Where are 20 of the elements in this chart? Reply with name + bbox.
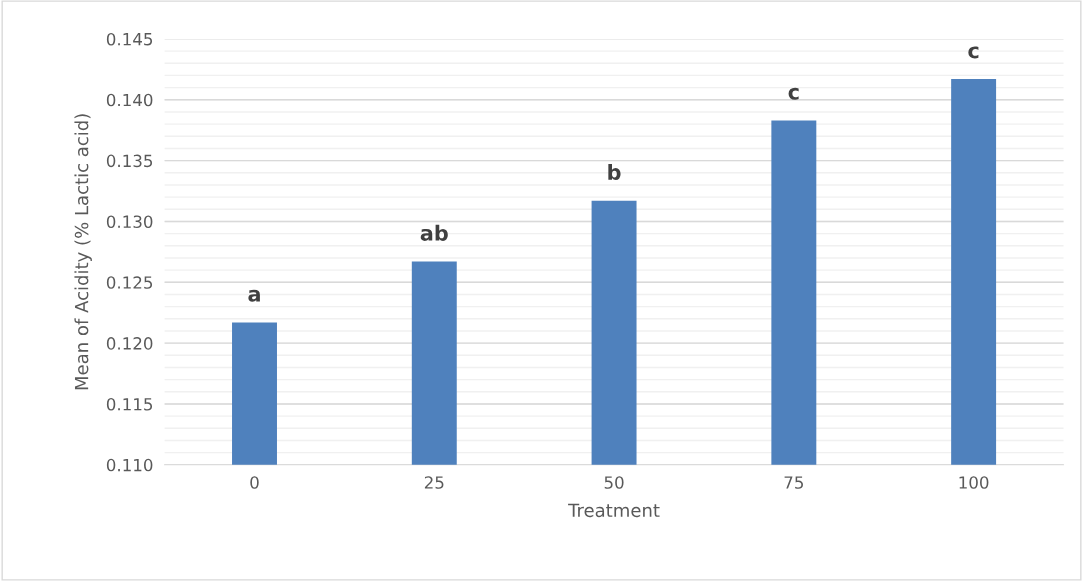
y-axis-title: Mean of Acidity (% Lactic acid) — [74, 114, 92, 390]
y-tick-label: 0.115 — [106, 397, 153, 411]
annotation: ab — [420, 224, 448, 241]
y-tick-label: 0.145 — [106, 32, 153, 46]
annotation: a — [248, 289, 260, 302]
annotation: b — [608, 163, 621, 181]
x-tick-label: 0 — [250, 476, 259, 489]
annotation: c — [788, 87, 799, 100]
y-tick-label: 0.130 — [106, 215, 153, 229]
y-tick-label: 0.125 — [106, 276, 153, 289]
x-tick-label: 25 — [424, 476, 444, 489]
x-tick-label: 75 — [784, 476, 803, 489]
y-tick-label: 0.140 — [106, 93, 153, 107]
y-tick-label: 0.135 — [106, 154, 153, 168]
x-tick-label: 50 — [604, 476, 624, 489]
x-tick-label: 100 — [959, 476, 989, 489]
x-axis-title: Treatment — [568, 503, 660, 518]
y-tick-label: 0.110 — [106, 458, 153, 472]
y-tick-label: 0.120 — [106, 337, 153, 350]
annotation: c — [968, 46, 979, 59]
